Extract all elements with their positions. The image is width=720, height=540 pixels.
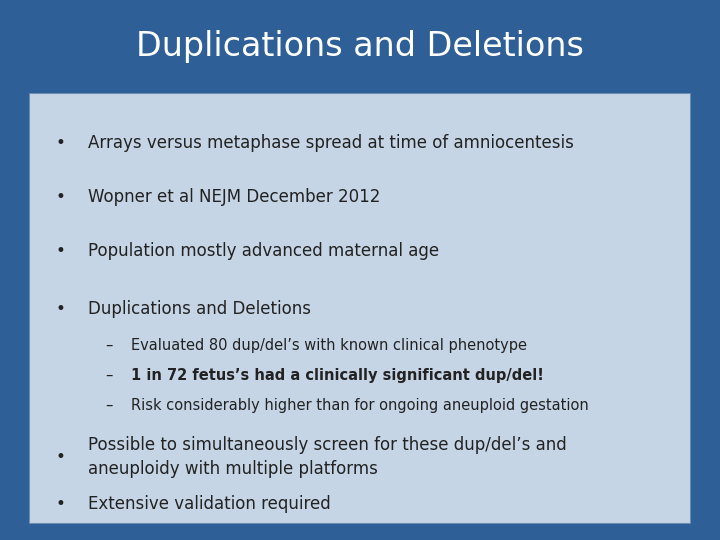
Text: 1 in 72 fetus’s had a clinically significant dup/del!: 1 in 72 fetus’s had a clinically signifi… [132,368,544,383]
Text: Extensive validation required: Extensive validation required [89,495,331,514]
Text: •: • [55,300,66,318]
Text: •: • [55,134,66,152]
Text: Evaluated 80 dup/del’s with known clinical phenotype: Evaluated 80 dup/del’s with known clinic… [132,338,528,353]
Text: Population mostly advanced maternal age: Population mostly advanced maternal age [89,241,439,260]
Text: Arrays versus metaphase spread at time of amniocentesis: Arrays versus metaphase spread at time o… [89,134,575,152]
Text: Duplications and Deletions: Duplications and Deletions [89,300,312,318]
Text: •: • [55,188,66,206]
Text: Possible to simultaneously screen for these dup/del’s and
aneuploidy with multip: Possible to simultaneously screen for th… [89,436,567,478]
Text: •: • [55,241,66,260]
Text: –: – [105,398,112,413]
Text: Wopner et al NEJM December 2012: Wopner et al NEJM December 2012 [89,188,381,206]
Text: Risk considerably higher than for ongoing aneuploid gestation: Risk considerably higher than for ongoin… [132,398,589,413]
Text: •: • [55,448,66,466]
FancyBboxPatch shape [29,93,691,524]
Text: –: – [105,368,112,383]
Text: •: • [55,495,66,514]
Text: –: – [105,338,112,353]
Text: Duplications and Deletions: Duplications and Deletions [136,30,584,63]
